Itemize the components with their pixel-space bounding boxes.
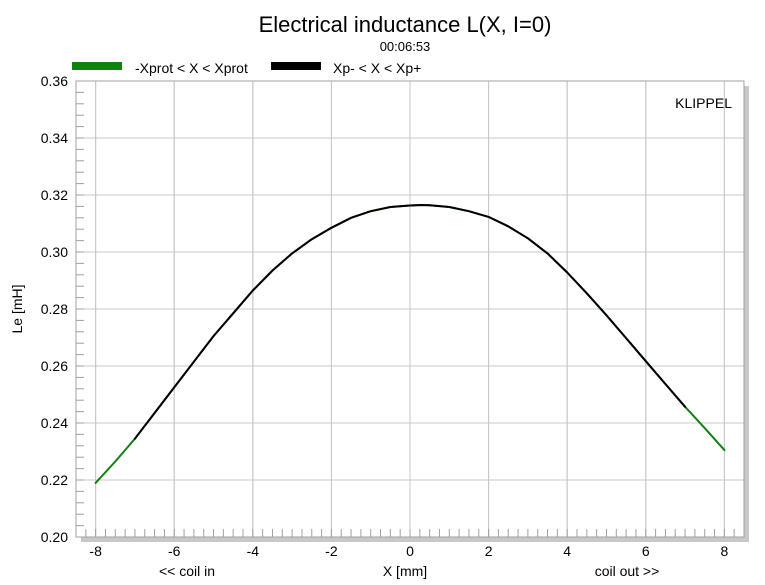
y-tick-label: 0.22	[41, 472, 68, 488]
x-tick-label: 8	[720, 543, 728, 559]
legend: -Xprot < X < Xprot Xp- < X < Xp+	[72, 60, 421, 76]
legend-label-xp-range: Xp- < X < Xp+	[333, 60, 421, 76]
x-tick-label: -8	[89, 543, 102, 559]
chart-subtitle: 00:06:53	[380, 39, 431, 54]
legend-swatch-xp-range	[271, 62, 321, 70]
y-tick-labels: 0.20 0.22 0.24 0.26 0.28 0.30 0.32 0.34 0.36	[41, 73, 68, 545]
minor-ticks	[75, 80, 745, 538]
x-tick-label: -2	[325, 543, 338, 559]
x-tick-labels: -8 -6 -4 -2 0 2 4 6 8	[89, 543, 728, 559]
x-tick-label: -4	[247, 543, 260, 559]
x-tick-label: 6	[642, 543, 650, 559]
y-tick-label: 0.36	[41, 73, 68, 89]
y-tick-label: 0.24	[41, 415, 68, 431]
y-tick-label: 0.34	[41, 130, 68, 146]
y-axis-label: Le [mH]	[9, 284, 25, 333]
y-tick-label: 0.20	[41, 529, 68, 545]
y-tick-label: 0.30	[41, 244, 68, 260]
series-line-xp-range	[133, 204, 687, 440]
coil-out-label: coil out >>	[595, 563, 660, 579]
y-tick-label: 0.28	[41, 301, 68, 317]
plot-border	[75, 80, 745, 538]
chart-title: Electrical inductance L(X, I=0)	[259, 12, 552, 37]
y-tick-label: 0.32	[41, 187, 68, 203]
series-lines	[94, 204, 726, 484]
coil-in-label: << coil in	[159, 563, 215, 579]
klippel-brand-label: KLIPPEL	[675, 95, 732, 111]
y-tick-label: 0.26	[41, 358, 68, 374]
x-tick-label: 4	[563, 543, 571, 559]
x-tick-label: 2	[485, 543, 493, 559]
x-tick-label: -6	[168, 543, 181, 559]
x-tick-label: 0	[406, 543, 414, 559]
legend-swatch-protected-range	[72, 62, 122, 70]
legend-label-protected-range: -Xprot < X < Xprot	[135, 60, 248, 76]
x-axis-label: X [mm]	[383, 563, 427, 579]
